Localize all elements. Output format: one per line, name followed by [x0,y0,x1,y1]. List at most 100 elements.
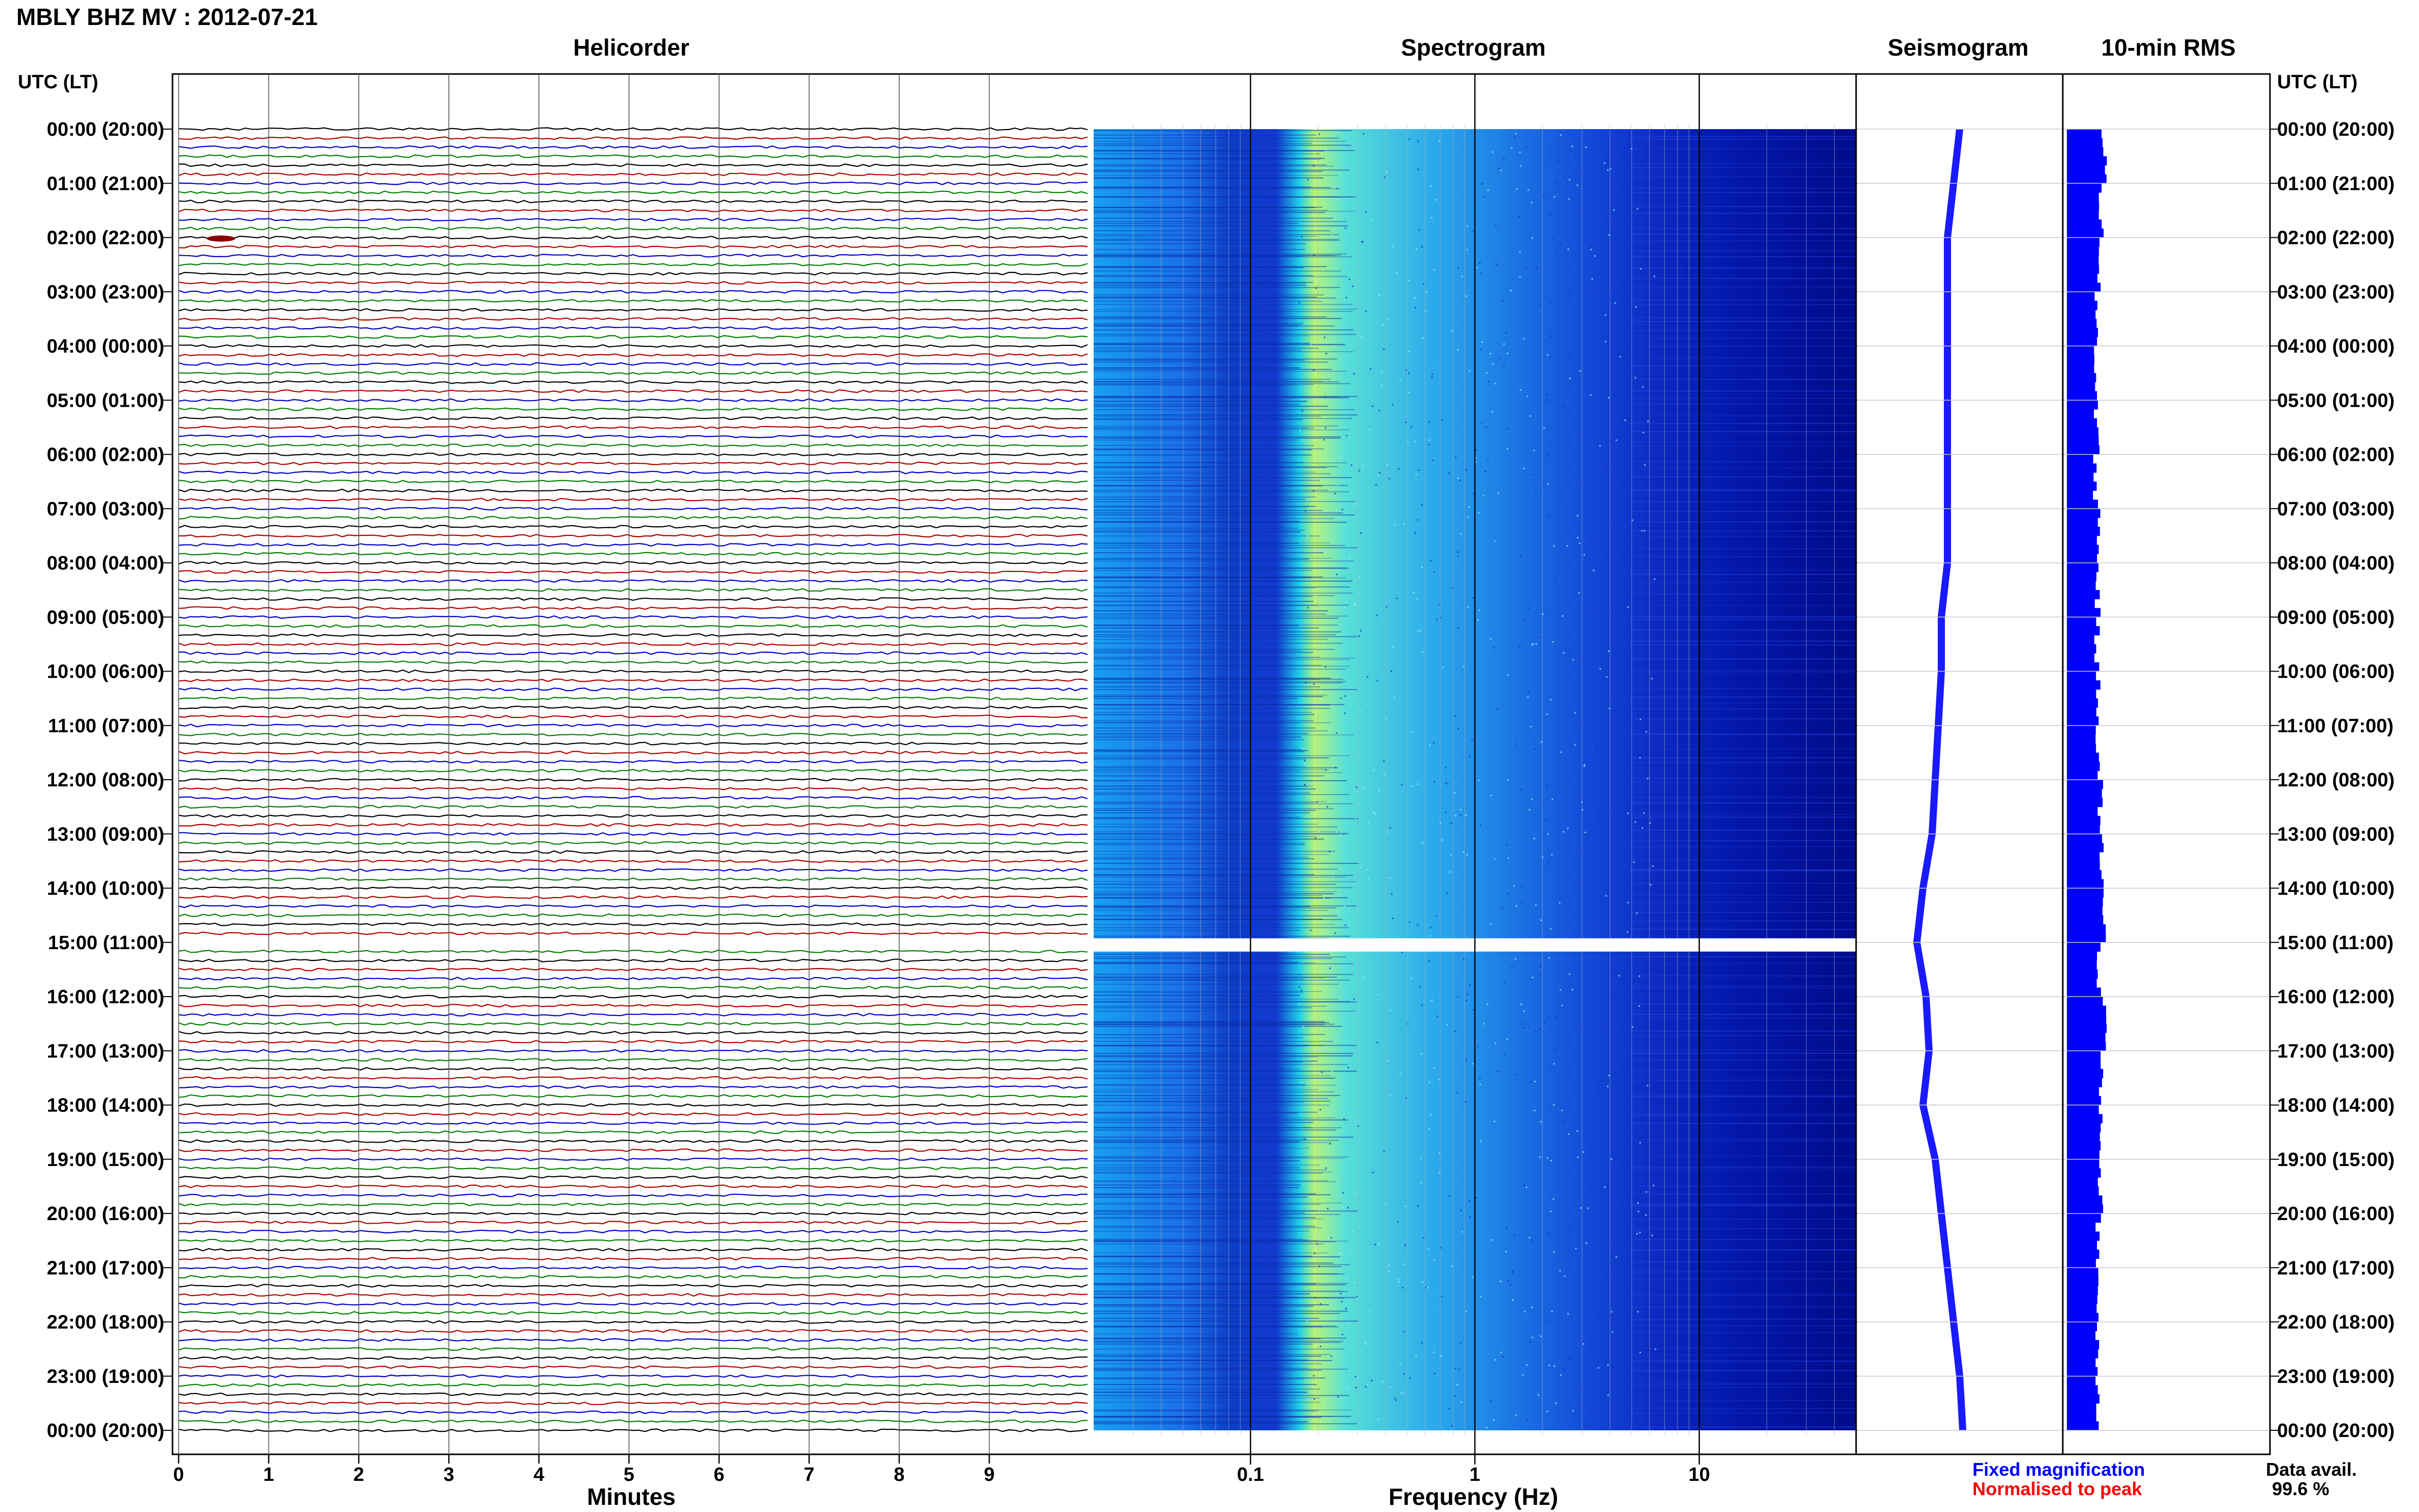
helicorder-trace [178,498,1088,502]
spectrogram-speckle [1490,1400,1492,1402]
spectrogram-speckle [1460,1342,1462,1344]
spectrogram-speckle [1605,1029,1607,1031]
spectrogram-speckle [1568,198,1570,200]
rms-bar [2067,969,2098,979]
spectrogram-speckle [1477,512,1479,514]
rms-bar [2067,617,2096,627]
frequency-tick-label: 1 [1469,1464,1480,1485]
spectrogram-speckle [1478,609,1480,611]
rms-bar [2067,1322,2097,1331]
spectrogram-speckle [1505,332,1507,334]
spectrogram-speckle [1554,1049,1556,1051]
rms-bar [2067,635,2094,645]
rms-bar [2067,1123,2101,1133]
rms-bar [2067,427,2099,437]
spectrogram-speckle [1409,1377,1411,1379]
spectrogram-speckle [1359,635,1361,637]
helicorder-trace [178,1238,1088,1243]
spectrogram-speckle [1622,555,1624,557]
spectrogram-speckle [1344,227,1346,229]
spectrogram-speckle [1531,237,1533,239]
spectrogram-speckle [1466,249,1468,251]
spectrogram-speckle [1421,566,1423,568]
spectrogram-speckle [1530,726,1532,728]
spectrogram-speckle [1637,1202,1639,1204]
rms-bar [2067,906,2103,916]
spectrogram-speckle [1504,981,1507,983]
spectrogram-speckle [1558,160,1560,162]
spectrogram-speckle [1315,287,1317,289]
spectrogram-speckle [1447,783,1449,785]
spectrogram-speckle [1468,1200,1470,1202]
spectrogram-speckle [1626,593,1628,595]
spectrogram-speckle [1336,1037,1338,1039]
spectrogram-speckle [1539,1028,1541,1030]
helicorder-trace [178,136,1088,140]
helicorder-trace [179,534,1088,538]
helicorder-trace [178,588,1088,592]
spectrogram-speckle [1383,349,1385,350]
spectrogram-speckle [1567,827,1569,829]
spectrogram-speckle [1586,926,1588,928]
spectrogram-speckle [1636,1251,1638,1253]
spectrogram-speckle [1553,1365,1556,1367]
spectrogram-speckle [1640,1311,1641,1313]
spectrogram-speckle [1434,1259,1436,1261]
spectrogram-speckle [1575,1026,1577,1028]
spectrogram-speckle [1300,236,1302,238]
helicorder-trace [178,877,1088,881]
spectrogram-speckle [1314,1252,1316,1254]
time-label-right: 22:00 (18:00) [2277,1312,2395,1333]
spectrogram-speckle [1599,668,1601,670]
spectrogram-speckle [1616,1247,1618,1249]
rms-bar [2067,201,2100,211]
spectrogram-speckle [1402,1331,1404,1332]
spectrogram-speckle [1454,792,1456,794]
minute-tick-label: 3 [443,1464,454,1485]
spectrogram-speckle [1586,290,1588,292]
spectrogram-speckle [1476,266,1478,268]
spectrogram-speckle [1458,728,1459,730]
spectrogram-speckle [1475,461,1477,463]
spectrogram-speckle [1372,405,1374,407]
spectrogram-speckle [1299,974,1300,976]
spectrogram-speckle [1521,901,1523,903]
spectrogram-speckle [1535,904,1537,906]
helicorder-trace [178,1121,1088,1125]
spectrogram-speckle [1488,381,1490,383]
spectrogram-speckle [1575,1248,1577,1249]
spectrogram-speckle [1340,834,1342,836]
rms-bar [2067,1195,2103,1205]
spectrogram-speckle [1428,439,1430,441]
helicorder-trace [178,859,1088,863]
spectrogram-speckle [1359,710,1361,712]
spectrogram-speckle [1591,1184,1593,1186]
rms-bar [2067,1177,2098,1187]
spectrogram-speckle [1448,473,1450,474]
spectrogram-speckle [1492,151,1494,153]
spectrogram-speckle [1528,809,1531,811]
spectrogram-speckle [1585,146,1587,148]
spectrogram-speckle [1469,1216,1471,1218]
spectrogram-speckle [1421,1004,1423,1006]
spectrogram-speckle [1384,176,1386,178]
spectrogram-speckle [1329,1143,1331,1145]
spectrogram-speckle [1433,742,1435,744]
spectrogram-speckle [1414,307,1416,309]
spectrogram-speckle [1647,815,1649,817]
spectrogram-speckle [1639,1351,1641,1353]
minute-tick-label: 6 [713,1464,724,1485]
spectrogram-speckle [1527,607,1529,609]
spectrogram-speckle [1300,1081,1302,1083]
helicorder-trace [178,1067,1088,1071]
rms-bar [2067,156,2107,166]
spectrogram-speckle [1526,1419,1528,1421]
rms-bar [2067,219,2102,229]
spectrogram-speckle [1417,140,1419,142]
time-label-left: 03:00 (23:00) [47,282,164,303]
time-label-left: 09:00 (05:00) [47,607,164,628]
helicorder-trace [178,1302,1088,1306]
spectrogram-speckle [1391,671,1392,673]
spectrogram-speckle [1305,682,1307,684]
spectrogram-speckle [1607,169,1609,171]
